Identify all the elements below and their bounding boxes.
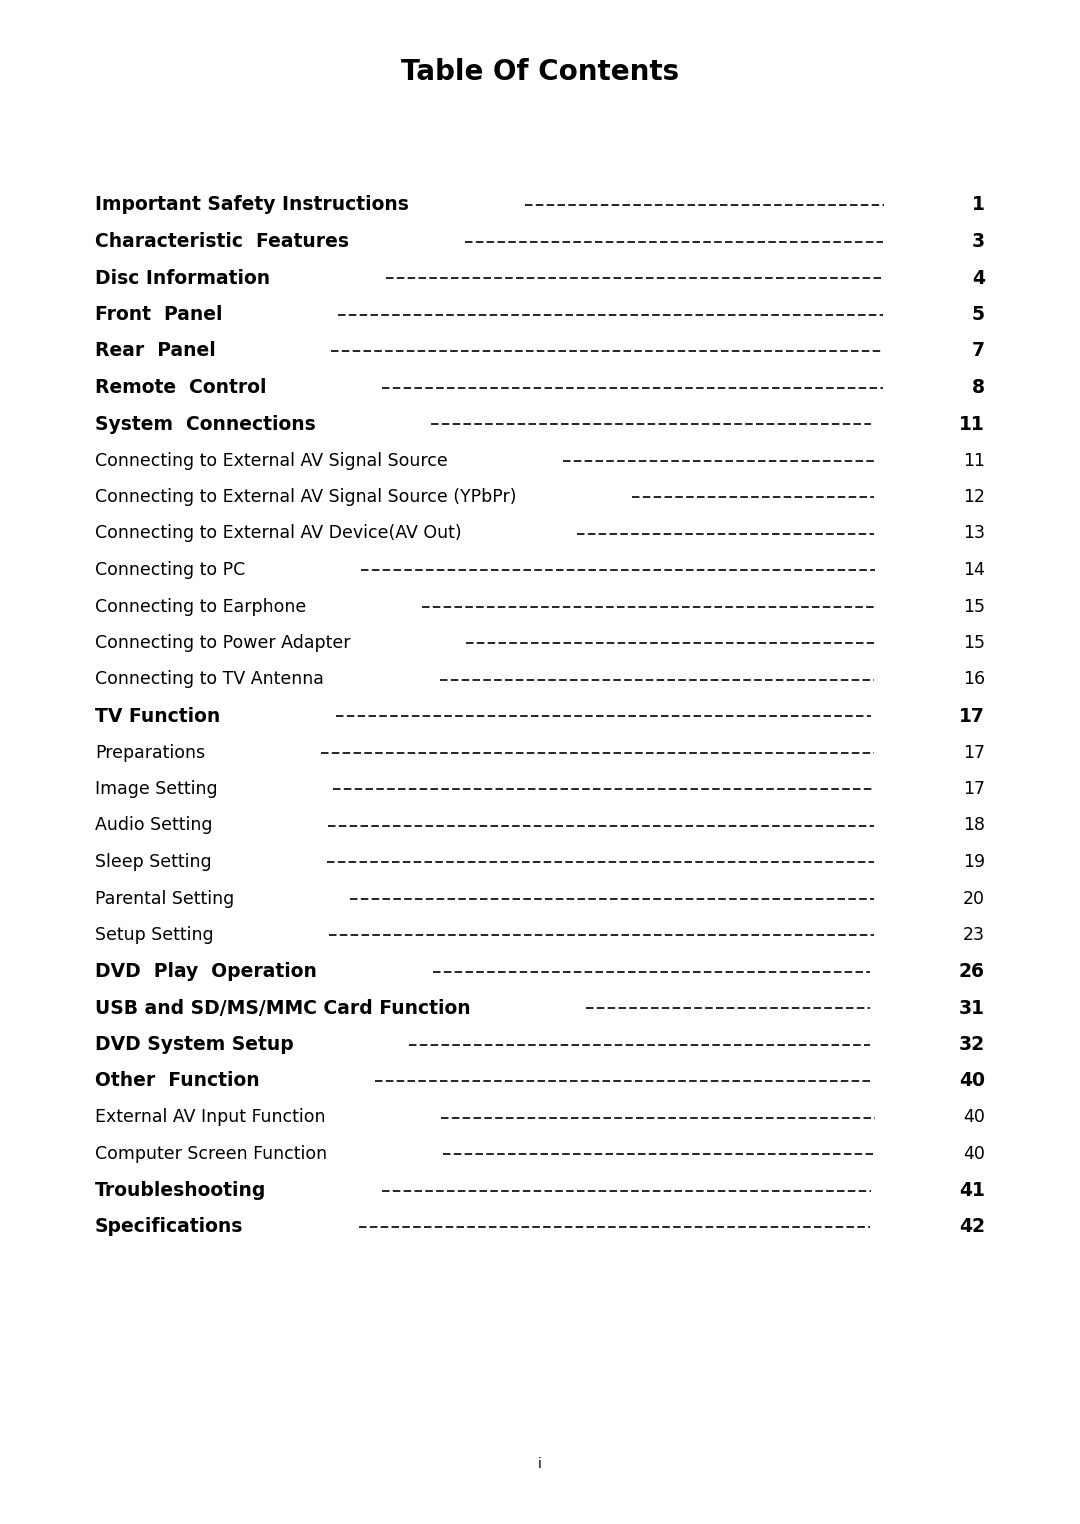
Text: 40: 40 bbox=[963, 1145, 985, 1163]
Text: 32: 32 bbox=[959, 1035, 985, 1055]
Text: 13: 13 bbox=[963, 524, 985, 543]
Text: Specifications: Specifications bbox=[95, 1218, 243, 1236]
Text: Preparations: Preparations bbox=[95, 744, 205, 762]
Text: 11: 11 bbox=[963, 451, 985, 469]
Text: 17: 17 bbox=[959, 707, 985, 725]
Text: 15: 15 bbox=[963, 597, 985, 616]
Text: 26: 26 bbox=[959, 962, 985, 981]
Text: 23: 23 bbox=[963, 927, 985, 943]
Text: Setup Setting: Setup Setting bbox=[95, 927, 214, 943]
Text: 17: 17 bbox=[963, 744, 985, 762]
Text: 17: 17 bbox=[963, 780, 985, 799]
Text: 40: 40 bbox=[959, 1071, 985, 1091]
Text: System  Connections: System Connections bbox=[95, 415, 315, 433]
Text: Rear  Panel: Rear Panel bbox=[95, 341, 216, 361]
Text: 18: 18 bbox=[963, 817, 985, 835]
Text: DVD  Play  Operation: DVD Play Operation bbox=[95, 962, 316, 981]
Text: 41: 41 bbox=[959, 1181, 985, 1199]
Text: Connecting to External AV Device(AV Out): Connecting to External AV Device(AV Out) bbox=[95, 524, 461, 543]
Text: Connecting to External AV Signal Source (YPbPr): Connecting to External AV Signal Source … bbox=[95, 488, 516, 506]
Text: Connecting to Power Adapter: Connecting to Power Adapter bbox=[95, 634, 351, 652]
Text: Parental Setting: Parental Setting bbox=[95, 890, 234, 907]
Text: 20: 20 bbox=[963, 890, 985, 907]
Text: External AV Input Function: External AV Input Function bbox=[95, 1108, 325, 1126]
Text: 42: 42 bbox=[959, 1218, 985, 1236]
Text: 1: 1 bbox=[972, 195, 985, 215]
Text: TV Function: TV Function bbox=[95, 707, 220, 725]
Text: 5: 5 bbox=[972, 305, 985, 325]
Text: Disc Information: Disc Information bbox=[95, 268, 270, 288]
Text: Important Safety Instructions: Important Safety Instructions bbox=[95, 195, 409, 215]
Text: 40: 40 bbox=[963, 1108, 985, 1126]
Text: Audio Setting: Audio Setting bbox=[95, 817, 213, 835]
Text: Troubleshooting: Troubleshooting bbox=[95, 1181, 267, 1199]
Text: 16: 16 bbox=[963, 671, 985, 689]
Text: Connecting to External AV Signal Source: Connecting to External AV Signal Source bbox=[95, 451, 448, 469]
Text: DVD System Setup: DVD System Setup bbox=[95, 1035, 294, 1055]
Text: 4: 4 bbox=[972, 268, 985, 288]
Text: Image Setting: Image Setting bbox=[95, 780, 218, 799]
Text: 12: 12 bbox=[963, 488, 985, 506]
Text: Computer Screen Function: Computer Screen Function bbox=[95, 1145, 327, 1163]
Text: Table Of Contents: Table Of Contents bbox=[401, 58, 679, 85]
Text: 14: 14 bbox=[963, 561, 985, 579]
Text: Remote  Control: Remote Control bbox=[95, 378, 267, 396]
Text: 7: 7 bbox=[972, 341, 985, 361]
Text: 19: 19 bbox=[963, 853, 985, 872]
Text: 31: 31 bbox=[959, 998, 985, 1018]
Text: 8: 8 bbox=[972, 378, 985, 396]
Text: Connecting to PC: Connecting to PC bbox=[95, 561, 245, 579]
Text: Connecting to Earphone: Connecting to Earphone bbox=[95, 597, 307, 616]
Text: Front  Panel: Front Panel bbox=[95, 305, 222, 325]
Text: i: i bbox=[538, 1457, 542, 1471]
Text: Other  Function: Other Function bbox=[95, 1071, 259, 1091]
Text: 15: 15 bbox=[963, 634, 985, 652]
Text: USB and SD/MS/MMC Card Function: USB and SD/MS/MMC Card Function bbox=[95, 998, 471, 1018]
Text: 3: 3 bbox=[972, 232, 985, 251]
Text: Characteristic  Features: Characteristic Features bbox=[95, 232, 349, 251]
Text: Connecting to TV Antenna: Connecting to TV Antenna bbox=[95, 671, 324, 689]
Text: 11: 11 bbox=[959, 415, 985, 433]
Text: Sleep Setting: Sleep Setting bbox=[95, 853, 212, 872]
